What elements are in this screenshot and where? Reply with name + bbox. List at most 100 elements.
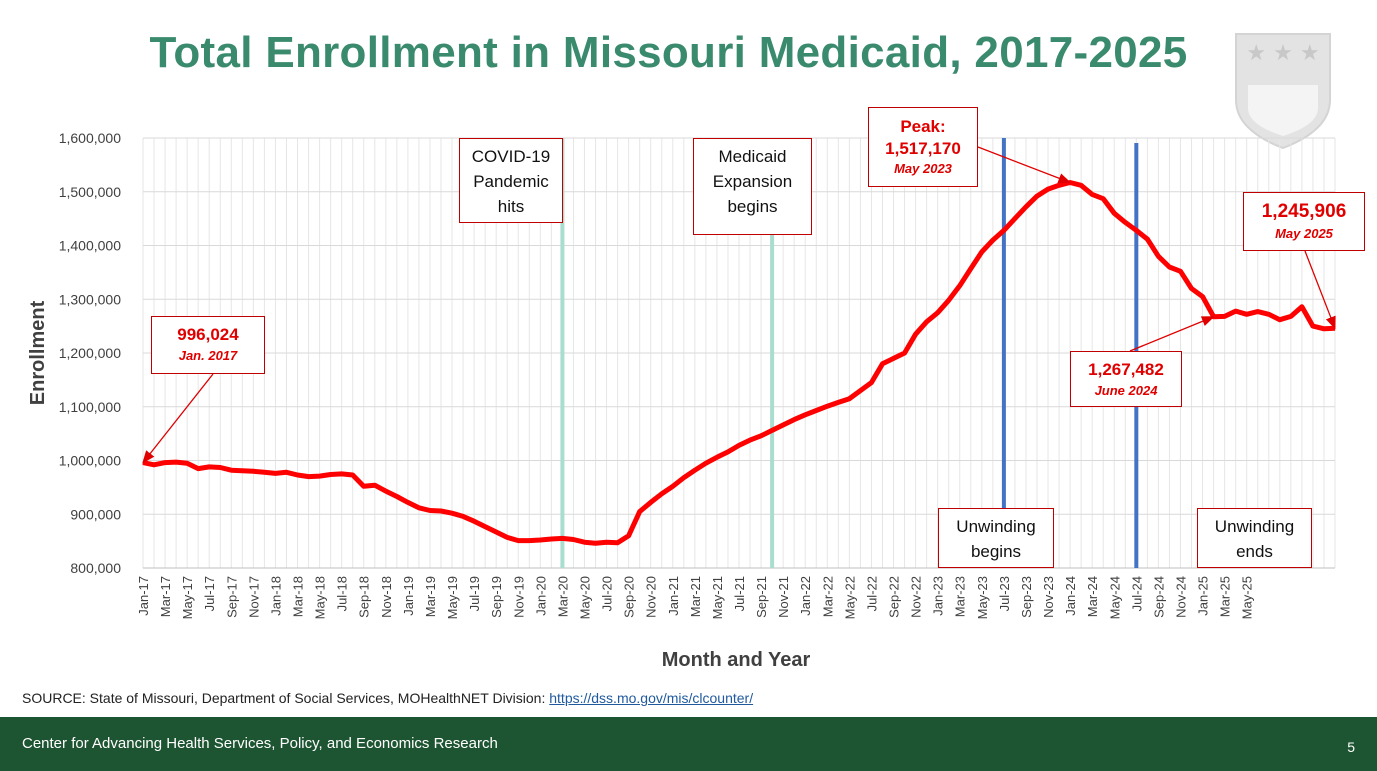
x-tick-label: Jul-20: [600, 576, 615, 611]
x-tick-label: Mar-22: [820, 576, 835, 617]
x-tick-label: Jul-22: [864, 576, 879, 611]
x-tick-label: Jan-20: [533, 576, 548, 616]
svg-text:★ ★ ★: ★ ★ ★: [1246, 41, 1319, 66]
june24-annotation: 1,267,482 June 2024: [1070, 351, 1182, 407]
x-tick-label: Sep-22: [887, 576, 902, 618]
annotation-arrow: [1304, 250, 1336, 330]
annotation-arrows: [142, 146, 1336, 464]
x-tick-label: Jul-18: [335, 576, 350, 611]
x-tick-label: Jul-19: [467, 576, 482, 611]
x-tick-label: Sep-17: [224, 576, 239, 618]
peak-annotation-value: 1,517,170: [885, 139, 961, 158]
y-tick-label: 1,200,000: [59, 345, 121, 361]
peak-annotation-label: Peak:: [900, 117, 946, 136]
start-annotation-value: 996,024: [177, 325, 239, 344]
university-shield-logo: ★ ★ ★: [1235, 33, 1331, 150]
x-tick-label: Jan-21: [666, 576, 681, 616]
x-tick-label: May-20: [577, 576, 592, 619]
x-tick-label: Jan-25: [1196, 576, 1211, 616]
x-tick-label: May-18: [313, 576, 328, 619]
x-tick-label: Jul-17: [202, 576, 217, 611]
may25-annotation-date: May 2025: [1275, 226, 1333, 241]
x-tick-label: Jan-18: [268, 576, 283, 616]
y-tick-label: 1,100,000: [59, 399, 121, 415]
y-axis-title: Enrollment: [27, 300, 49, 405]
x-tick-label: Mar-23: [953, 576, 968, 617]
unwind-end-line2: ends: [1236, 542, 1273, 561]
y-tick-label: 1,500,000: [59, 184, 121, 200]
x-tick-label: Nov-22: [909, 576, 924, 618]
x-tick-label: Mar-17: [158, 576, 173, 617]
x-tick-label: Nov-24: [1173, 576, 1188, 618]
june24-annotation-value: 1,267,482: [1088, 360, 1164, 379]
source-link[interactable]: https://dss.mo.gov/mis/clcounter/: [549, 690, 754, 706]
x-tick-label: May-24: [1107, 576, 1122, 619]
start-annotation: 996,024 Jan. 2017: [151, 316, 265, 374]
x-tick-label: Jan-19: [401, 576, 416, 616]
slide-title: Total Enrollment in Missouri Medicaid, 2…: [149, 28, 1188, 77]
unwind-end-line1: Unwinding: [1214, 517, 1295, 536]
x-tick-label: Nov-19: [511, 576, 526, 618]
unwind-end-annotation: Unwinding ends: [1197, 508, 1312, 568]
x-tick-label: Sep-19: [489, 576, 504, 618]
expansion-annotation-line3: begins: [727, 197, 778, 216]
y-tick-label: 1,600,000: [59, 130, 121, 146]
x-axis: Jan-17 Mar-17 May-17 Jul-17 Sep-17 Nov-17 Jan-…: [136, 576, 1255, 619]
x-tick-label: Mar-21: [688, 576, 703, 617]
x-tick-label: Nov-18: [379, 576, 394, 618]
y-tick-label: 1,400,000: [59, 238, 121, 254]
x-tick-label: Jul-21: [732, 576, 747, 611]
annotation-arrow: [1129, 316, 1215, 352]
x-tick-label: Sep-21: [754, 576, 769, 618]
june24-annotation-date: June 2024: [1094, 383, 1158, 398]
x-tick-label: Jan-22: [798, 576, 813, 616]
y-tick-label: 1,300,000: [59, 291, 121, 307]
y-axis: 800,000 900,000 1,000,000 1,100,000 1,200,00…: [59, 130, 1335, 576]
annotation-arrow: [142, 373, 214, 464]
covid-annotation-line1: COVID-19: [471, 147, 551, 166]
covid-annotation-line3: hits: [497, 197, 525, 216]
x-tick-label: Sep-20: [622, 576, 637, 618]
x-tick-label: Sep-18: [357, 576, 372, 618]
unwind-begin-line2: begins: [970, 542, 1022, 561]
expansion-annotation-line2: Expansion: [712, 172, 793, 191]
x-tick-label: Mar-19: [423, 576, 438, 617]
x-tick-label: Jan-23: [931, 576, 946, 616]
footer-organization: Center for Advancing Health Services, Po…: [22, 735, 498, 752]
may25-annotation-value: 1,245,906: [1261, 201, 1347, 222]
enrollment-series-line: [142, 180, 1336, 546]
x-tick-label: Nov-23: [1041, 576, 1056, 618]
x-tick-label: May-23: [975, 576, 990, 619]
x-tick-label: Nov-21: [776, 576, 791, 618]
unwind-begin-line1: Unwinding: [956, 517, 1036, 536]
x-tick-label: Mar-25: [1218, 576, 1233, 617]
x-tick-label: May-19: [445, 576, 460, 619]
x-tick-label: Jul-24: [1129, 576, 1144, 611]
x-tick-label: May-17: [180, 576, 195, 619]
x-tick-label: Mar-18: [291, 576, 306, 617]
covid-annotation-line2: Pandemic: [473, 172, 549, 191]
x-tick-label: Nov-20: [644, 576, 659, 618]
expansion-annotation-line1: Medicaid: [718, 147, 787, 166]
expansion-annotation: Medicaid Expansion begins: [693, 138, 812, 235]
x-axis-title: Month and Year: [662, 649, 811, 671]
y-tick-label: 1,000,000: [59, 453, 121, 469]
y-tick-label: 900,000: [70, 506, 121, 522]
x-tick-label: Mar-24: [1085, 576, 1100, 617]
x-tick-label: Mar-20: [555, 576, 570, 617]
start-annotation-date: Jan. 2017: [178, 348, 238, 363]
annotation-arrow: [977, 146, 1072, 184]
footer-bar: Center for Advancing Health Services, Po…: [0, 717, 1377, 771]
y-tick-label: 800,000: [70, 560, 121, 576]
covid-annotation: COVID-19 Pandemic hits: [459, 138, 563, 223]
x-tick-label: Sep-24: [1151, 576, 1166, 618]
x-tick-label: Sep-23: [1019, 576, 1034, 618]
x-tick-label: May-22: [842, 576, 857, 619]
x-tick-label: Nov-17: [246, 576, 261, 618]
page-number: 5: [1347, 739, 1355, 755]
x-tick-label: Jan-17: [136, 576, 151, 616]
x-tick-label: May-21: [710, 576, 725, 619]
x-tick-label: May-25: [1240, 576, 1255, 619]
source-note: SOURCE: State of Missouri, Department of…: [22, 690, 753, 706]
source-label: SOURCE: State of Missouri, Department of…: [22, 690, 546, 706]
